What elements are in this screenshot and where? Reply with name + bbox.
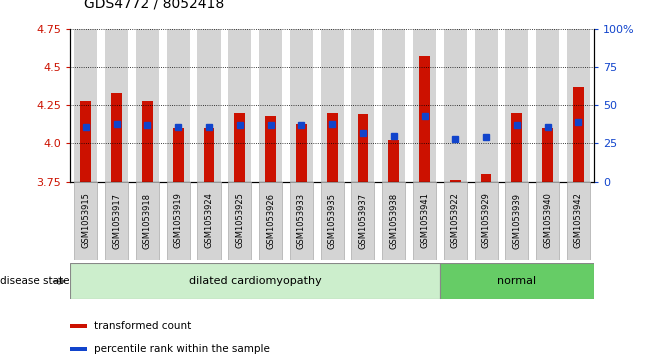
Bar: [228, 29, 252, 182]
Bar: [197, 29, 221, 182]
Bar: [413, 29, 436, 182]
Text: GSM1053937: GSM1053937: [358, 192, 368, 249]
Text: GSM1053926: GSM1053926: [266, 192, 275, 249]
Bar: [296, 123, 307, 182]
FancyBboxPatch shape: [321, 182, 344, 260]
Bar: [505, 29, 529, 182]
FancyBboxPatch shape: [228, 182, 252, 260]
Text: GSM1053925: GSM1053925: [236, 193, 244, 248]
Text: GSM1053939: GSM1053939: [513, 192, 521, 249]
Bar: [234, 113, 245, 182]
Bar: [70, 347, 87, 351]
Bar: [444, 29, 467, 182]
FancyBboxPatch shape: [440, 263, 594, 299]
Text: GSM1053929: GSM1053929: [482, 193, 491, 248]
Bar: [321, 29, 344, 182]
Text: GSM1053919: GSM1053919: [174, 193, 183, 248]
Bar: [419, 57, 430, 182]
Bar: [136, 29, 159, 182]
Bar: [166, 29, 190, 182]
Text: disease state: disease state: [0, 276, 72, 286]
FancyBboxPatch shape: [505, 182, 529, 260]
Text: percentile rank within the sample: percentile rank within the sample: [94, 344, 270, 354]
Text: GSM1053938: GSM1053938: [389, 192, 398, 249]
Text: GSM1053924: GSM1053924: [205, 193, 213, 248]
Bar: [511, 113, 522, 182]
Bar: [105, 29, 128, 182]
FancyBboxPatch shape: [382, 182, 405, 260]
FancyBboxPatch shape: [74, 182, 97, 260]
Text: GSM1053922: GSM1053922: [451, 193, 460, 248]
Text: normal: normal: [497, 276, 536, 286]
FancyBboxPatch shape: [197, 182, 221, 260]
FancyBboxPatch shape: [413, 182, 436, 260]
FancyBboxPatch shape: [70, 263, 440, 299]
Bar: [567, 29, 590, 182]
Text: GSM1053917: GSM1053917: [112, 192, 121, 249]
FancyBboxPatch shape: [352, 182, 374, 260]
Text: GSM1053933: GSM1053933: [297, 192, 306, 249]
Text: GSM1053940: GSM1053940: [543, 193, 552, 248]
Bar: [173, 128, 184, 182]
FancyBboxPatch shape: [444, 182, 467, 260]
Bar: [480, 174, 491, 182]
Bar: [203, 128, 215, 182]
Bar: [111, 93, 122, 182]
Bar: [70, 324, 87, 329]
Bar: [389, 140, 399, 182]
Bar: [81, 101, 91, 182]
Text: GSM1053915: GSM1053915: [81, 193, 91, 248]
Bar: [74, 29, 97, 182]
Text: GDS4772 / 8052418: GDS4772 / 8052418: [84, 0, 224, 11]
Bar: [474, 29, 498, 182]
FancyBboxPatch shape: [136, 182, 159, 260]
Text: GSM1053918: GSM1053918: [143, 192, 152, 249]
Bar: [358, 114, 368, 182]
FancyBboxPatch shape: [474, 182, 498, 260]
Text: GSM1053935: GSM1053935: [327, 192, 337, 249]
Text: GSM1053941: GSM1053941: [420, 193, 429, 248]
Text: transformed count: transformed count: [94, 321, 191, 331]
Bar: [327, 113, 338, 182]
Bar: [142, 101, 153, 182]
Bar: [259, 29, 282, 182]
FancyBboxPatch shape: [290, 182, 313, 260]
FancyBboxPatch shape: [166, 182, 190, 260]
Bar: [265, 116, 276, 182]
FancyBboxPatch shape: [567, 182, 590, 260]
Bar: [382, 29, 405, 182]
Text: dilated cardiomyopathy: dilated cardiomyopathy: [189, 276, 321, 286]
Bar: [536, 29, 559, 182]
FancyBboxPatch shape: [105, 182, 128, 260]
Text: GSM1053942: GSM1053942: [574, 193, 583, 248]
Bar: [542, 128, 553, 182]
FancyBboxPatch shape: [536, 182, 559, 260]
Bar: [573, 87, 584, 182]
Bar: [290, 29, 313, 182]
FancyBboxPatch shape: [259, 182, 282, 260]
Bar: [450, 180, 461, 182]
Bar: [352, 29, 374, 182]
